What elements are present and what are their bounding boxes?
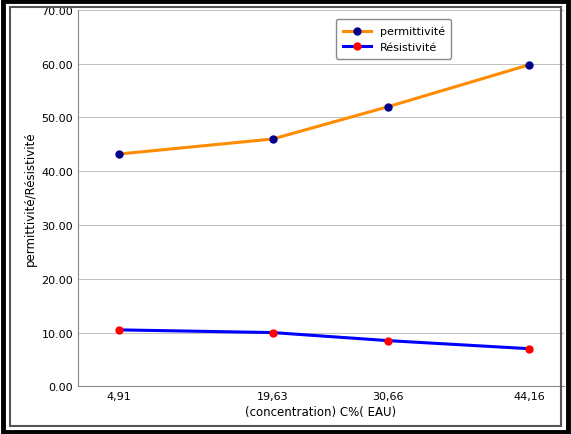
permittivité — [115, 152, 122, 157]
permittivité — [269, 137, 276, 142]
Line: Résistivité: Résistivité — [115, 327, 533, 352]
Line: permittivité: permittivité — [115, 62, 533, 158]
X-axis label: (concentration) C%( EAU): (concentration) C%( EAU) — [246, 405, 396, 418]
Résistivité — [115, 328, 122, 333]
permittivité — [384, 105, 391, 110]
Résistivité — [526, 346, 533, 352]
permittivité — [526, 63, 533, 68]
Y-axis label: permittivité/Résistivité: permittivité/Résistivité — [24, 132, 37, 266]
Résistivité — [269, 330, 276, 335]
Legend: permittivité, Résistivité: permittivité, Résistivité — [336, 20, 451, 59]
Résistivité — [384, 338, 391, 343]
